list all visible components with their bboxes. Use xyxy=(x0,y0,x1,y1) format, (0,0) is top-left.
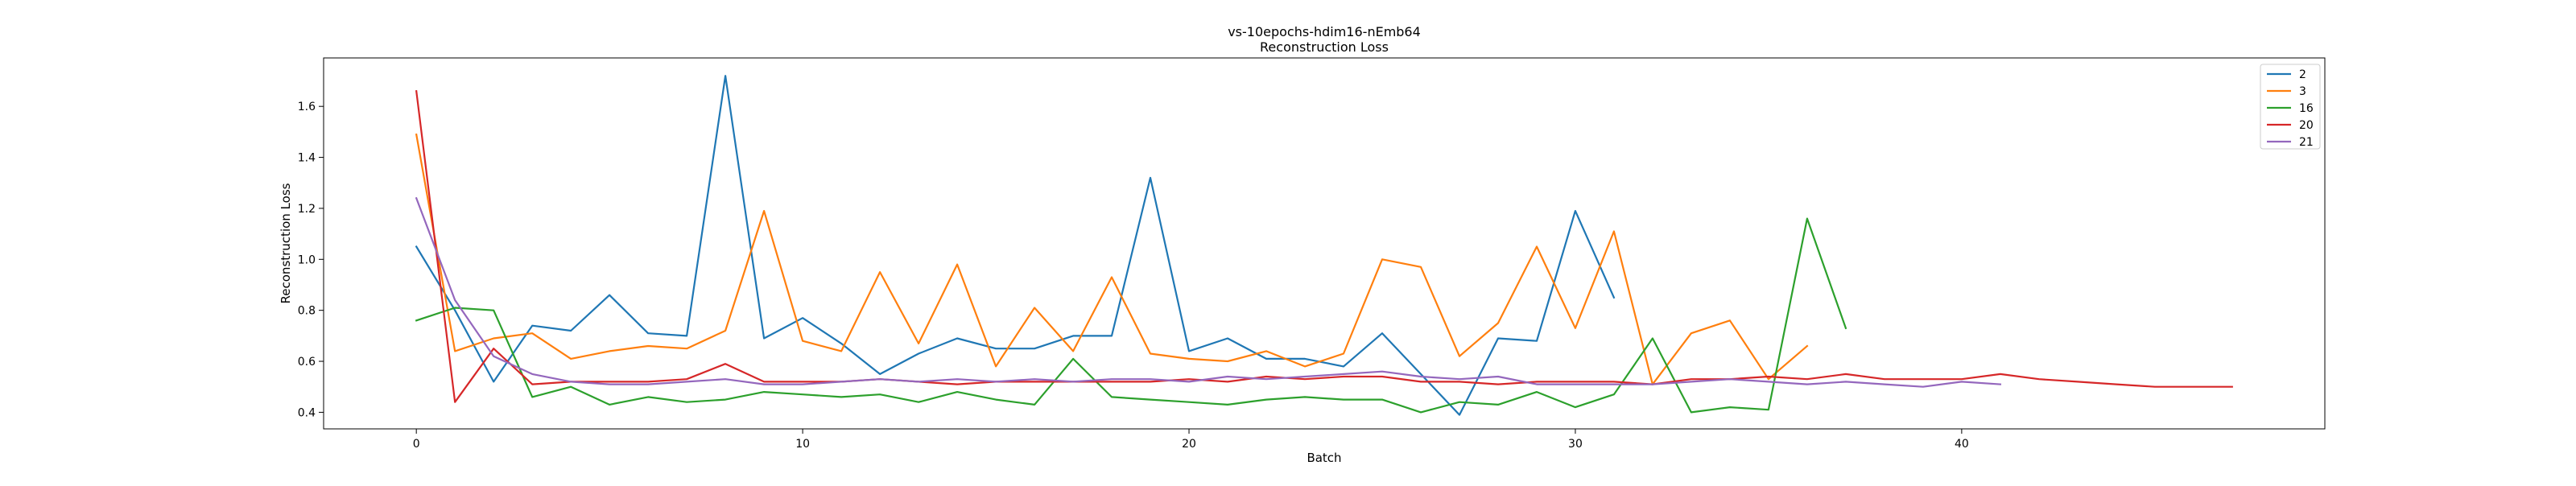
plot-area xyxy=(323,57,2326,430)
chart-title: vs-10epochs-hdim16-nEmb64 xyxy=(1228,24,1421,39)
y-tick-label: 1.0 xyxy=(298,253,316,266)
series-line-2 xyxy=(415,75,1616,416)
chart-subtitle: Reconstruction Loss xyxy=(1260,39,1389,55)
x-tick-label: 0 xyxy=(413,438,420,451)
series-line-16 xyxy=(415,217,1847,414)
axes-frame xyxy=(323,57,2326,430)
series-line-20 xyxy=(415,89,2233,403)
y-tick-label: 1.2 xyxy=(298,203,316,216)
x-axis-label: Batch xyxy=(1307,451,1341,465)
legend-label-16: 16 xyxy=(2299,102,2314,115)
legend: 2 3 16 20 21 xyxy=(2260,64,2321,150)
y-tick-label: 0.4 xyxy=(298,406,316,419)
y-tick-label: 0.8 xyxy=(298,305,316,318)
x-tick-label: 40 xyxy=(1955,438,1969,451)
y-tick-label: 1.6 xyxy=(298,101,316,113)
x-tick-label: 30 xyxy=(1568,438,1583,451)
y-axis-label: Reconstruction Loss xyxy=(279,183,293,303)
y-axis: 0.4 0.6 0.8 1.0 1.2 1.4 1.6 xyxy=(298,101,324,419)
series-line-3 xyxy=(415,133,1809,385)
x-tick-label: 20 xyxy=(1182,438,1196,451)
x-axis: 0 10 20 30 40 xyxy=(413,429,1969,451)
series-lines xyxy=(415,75,2233,416)
y-tick-label: 0.6 xyxy=(298,356,316,369)
y-tick-label: 1.4 xyxy=(298,152,316,165)
legend-label-20: 20 xyxy=(2299,119,2314,132)
legend-label-3: 3 xyxy=(2299,85,2306,98)
legend-frame xyxy=(2260,64,2321,150)
series-line-21 xyxy=(415,196,2002,388)
legend-label-2: 2 xyxy=(2299,68,2306,81)
legend-label-21: 21 xyxy=(2299,136,2314,149)
x-tick-label: 10 xyxy=(795,438,810,451)
